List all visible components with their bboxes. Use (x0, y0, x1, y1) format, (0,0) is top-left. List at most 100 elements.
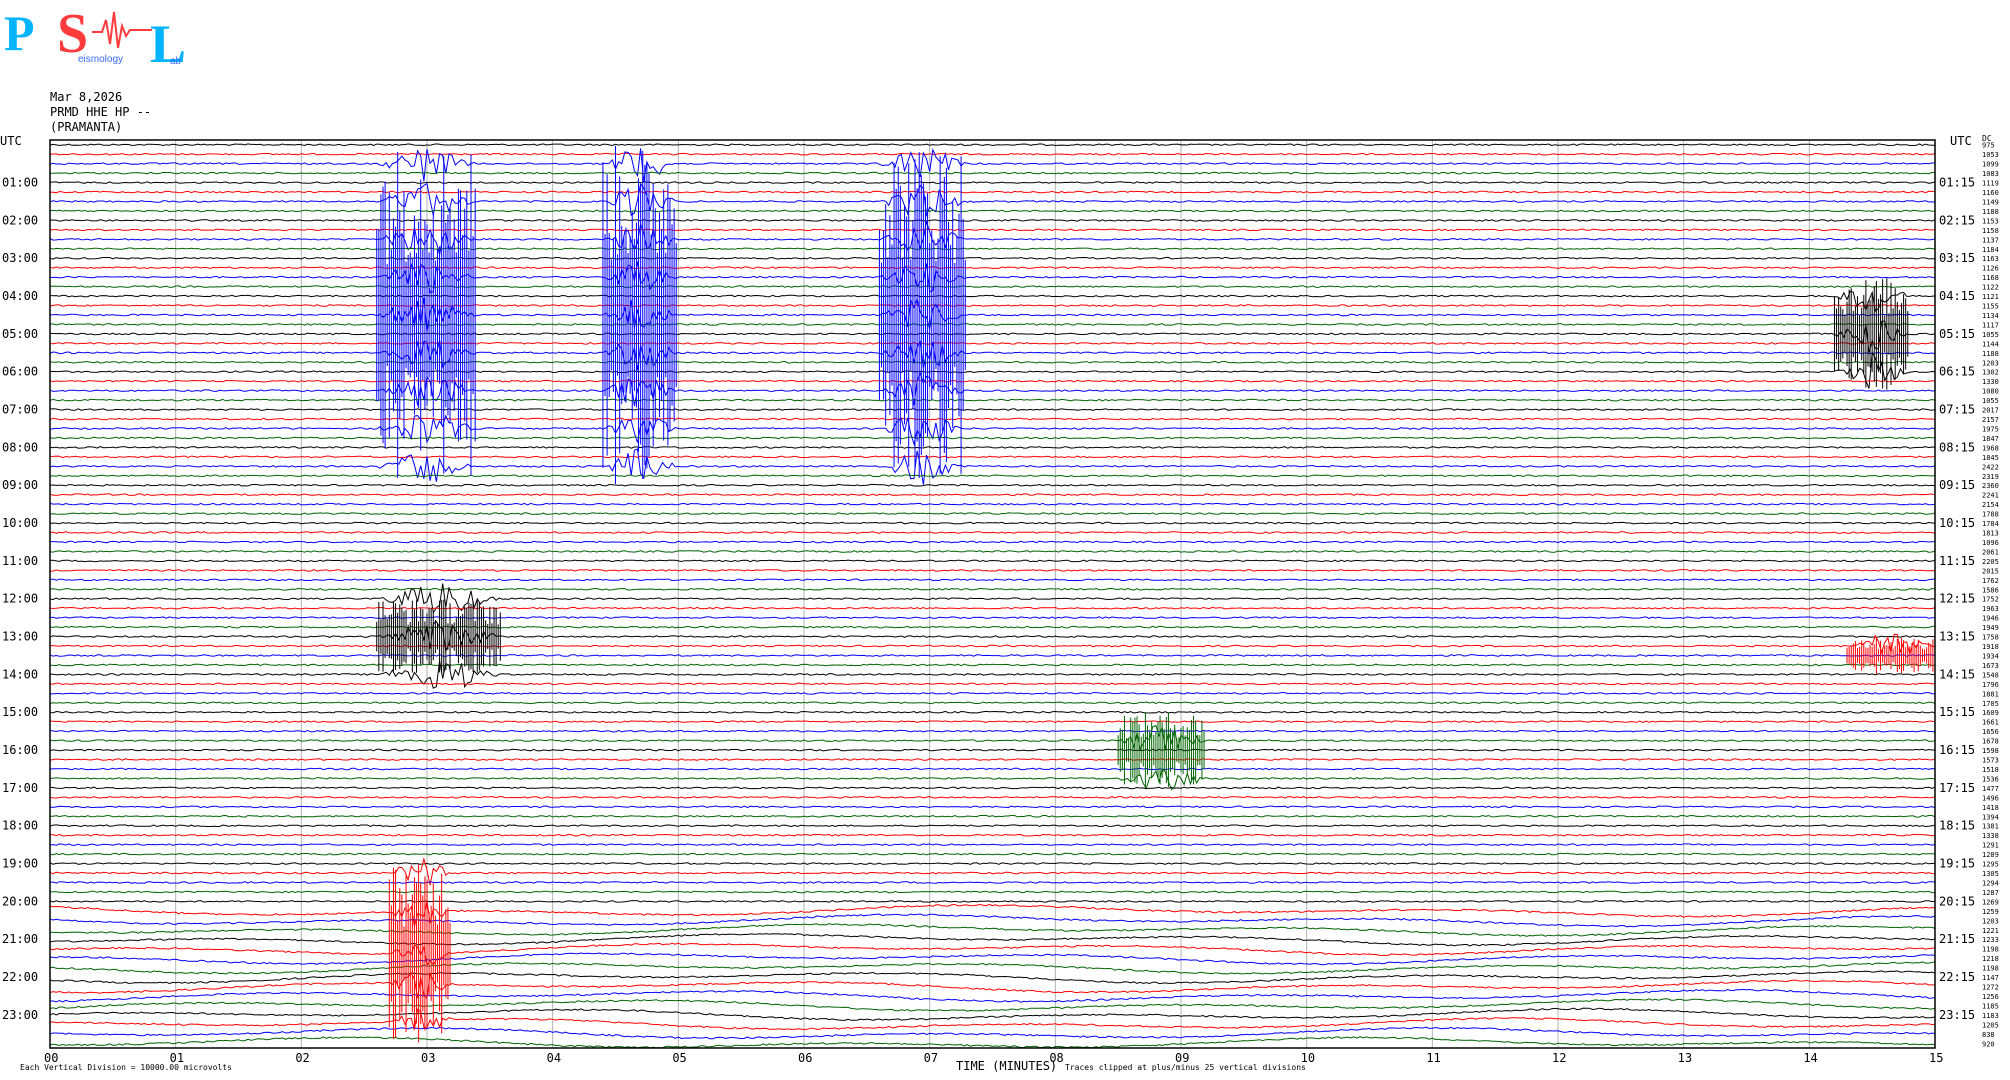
dc-offset-label: 2241 (1982, 492, 1999, 500)
dc-offset-label: 1080 (1982, 388, 1999, 396)
right-hour-label: 11:15 (1939, 554, 1975, 568)
left-hour-label: 13:00 (2, 630, 38, 644)
dc-offset-label: 1813 (1982, 530, 1999, 538)
x-tick-label: 01 (170, 1051, 184, 1065)
left-hour-label: 06:00 (2, 365, 38, 379)
trace-row (49, 625, 1936, 629)
dc-offset-label: 1137 (1982, 236, 1999, 244)
dc-offset-label: 920 (1982, 1040, 1995, 1048)
logo-wave (92, 11, 152, 49)
dc-offset-label: 1188 (1982, 208, 1999, 216)
event-burst (388, 864, 451, 1043)
x-tick-label: 12 (1552, 1051, 1566, 1065)
header-station: PRMD HHE HP -- (50, 105, 152, 119)
x-tick-labels: 00 01 02 03 04 05 06 07 08 09 10 11 12 13 14 15 (44, 1051, 1943, 1065)
dc-offset-label: 1975 (1982, 425, 1999, 433)
logo-letter-s: S (57, 3, 88, 65)
dc-offset-label: 1946 (1982, 615, 1999, 623)
dc-offset-label: 1121 (1982, 293, 1999, 301)
trace-row (49, 408, 1936, 411)
right-hour-label: 22:15 (1939, 970, 1975, 984)
dc-offset-label: 1184 (1982, 246, 1999, 254)
trace-row (49, 261, 1936, 294)
seismic-events (376, 146, 1934, 1043)
trace-row (49, 988, 1936, 1003)
dc-offset-label: 1847 (1982, 435, 1999, 443)
dc-offset-label: 1289 (1982, 851, 1999, 859)
trace-row (49, 448, 1936, 485)
right-hour-label: 16:15 (1939, 743, 1975, 757)
left-hour-label: 21:00 (2, 932, 38, 946)
trace-row (49, 913, 1936, 928)
trace-row (49, 342, 1936, 345)
plot-frame (49, 139, 1936, 1049)
dc-offset-label: 838 (1982, 1031, 1995, 1039)
dc-offset-label: 2154 (1982, 501, 1999, 509)
trace-row (49, 559, 1936, 563)
dc-offset-label: 1205 (1982, 1021, 1999, 1029)
dc-offset-label: 1134 (1982, 312, 1999, 320)
dc-offset-label: 2205 (1982, 558, 1999, 566)
trace-row (49, 814, 1936, 818)
trace-row (49, 923, 1936, 937)
trace-row (49, 228, 1936, 232)
trace-row (49, 351, 1936, 389)
dc-offset-label: 1918 (1982, 643, 1999, 651)
trace-row (49, 297, 1936, 333)
left-hour-label: 14:00 (2, 667, 38, 681)
trace-row (49, 339, 1936, 371)
trace-row (49, 961, 1936, 975)
dc-offset-label: 1678 (1982, 738, 1999, 746)
right-hour-label: 12:15 (1939, 592, 1975, 606)
trace-row (50, 833, 1936, 837)
trace-row (49, 900, 1936, 927)
right-hour-label: 06:15 (1939, 365, 1975, 379)
dc-offset-label: 1198 (1982, 946, 1999, 954)
right-hour-label: 20:15 (1939, 894, 1975, 908)
footer-clip-note: Traces clipped at plus/minus 25 vertical… (1065, 1063, 1306, 1072)
footer-scale-note: Each Vertical Division = 10000.00 microv… (20, 1063, 232, 1072)
dc-offset-label: 1762 (1982, 577, 1999, 585)
x-tick-label: 14 (1803, 1051, 1817, 1065)
axis-right-dc-title: DC (1982, 134, 1992, 143)
dc-offset-label: 1796 (1982, 681, 1999, 689)
dc-offset-label: 1673 (1982, 662, 1999, 670)
dc-offset-label: 1518 (1982, 766, 1999, 774)
trace-row (49, 182, 1936, 218)
trace-row (49, 483, 1936, 487)
trace-row (49, 436, 1936, 440)
trace-row (49, 285, 1936, 288)
trace-row (49, 512, 1936, 515)
dc-offset-label: 1609 (1982, 709, 1999, 717)
dc-offset-label: 1256 (1982, 993, 1999, 1001)
left-hour-label: 07:00 (2, 403, 38, 417)
right-hour-label: 23:15 (1939, 1008, 1975, 1022)
dc-offset-label: 1153 (1982, 217, 1999, 225)
x-tick-label: 10 (1301, 1051, 1315, 1065)
dc-offset-label: 1221 (1982, 927, 1999, 935)
left-hour-label: 09:00 (2, 478, 38, 492)
right-hour-label: 02:15 (1939, 213, 1975, 227)
dc-offset-label: 1259 (1982, 908, 1999, 916)
trace-row (49, 1007, 1936, 1021)
right-hour-label: 14:15 (1939, 667, 1975, 681)
trace-row (49, 219, 1936, 222)
trace-row (50, 540, 1936, 544)
dc-offset-label: 1126 (1982, 265, 1999, 273)
dc-offset-label: 1055 (1982, 331, 1999, 339)
left-hour-label: 08:00 (2, 440, 38, 454)
dc-offset-label: 1158 (1982, 227, 1999, 235)
trace-row (49, 942, 1936, 967)
right-hour-label: 05:15 (1939, 327, 1975, 341)
dc-offset-label: 1117 (1982, 321, 1999, 329)
dc-offset-label: 2319 (1982, 473, 1999, 481)
logo-letter-p: P (4, 5, 35, 61)
seismic-traces (49, 143, 1936, 1049)
left-hour-label: 02:00 (2, 213, 38, 227)
trace-row (49, 290, 1936, 313)
right-hour-label: 08:15 (1939, 440, 1975, 454)
dc-offset-label: 1147 (1982, 974, 1999, 982)
trace-row (49, 786, 1936, 790)
left-hour-label: 11:00 (2, 554, 38, 568)
